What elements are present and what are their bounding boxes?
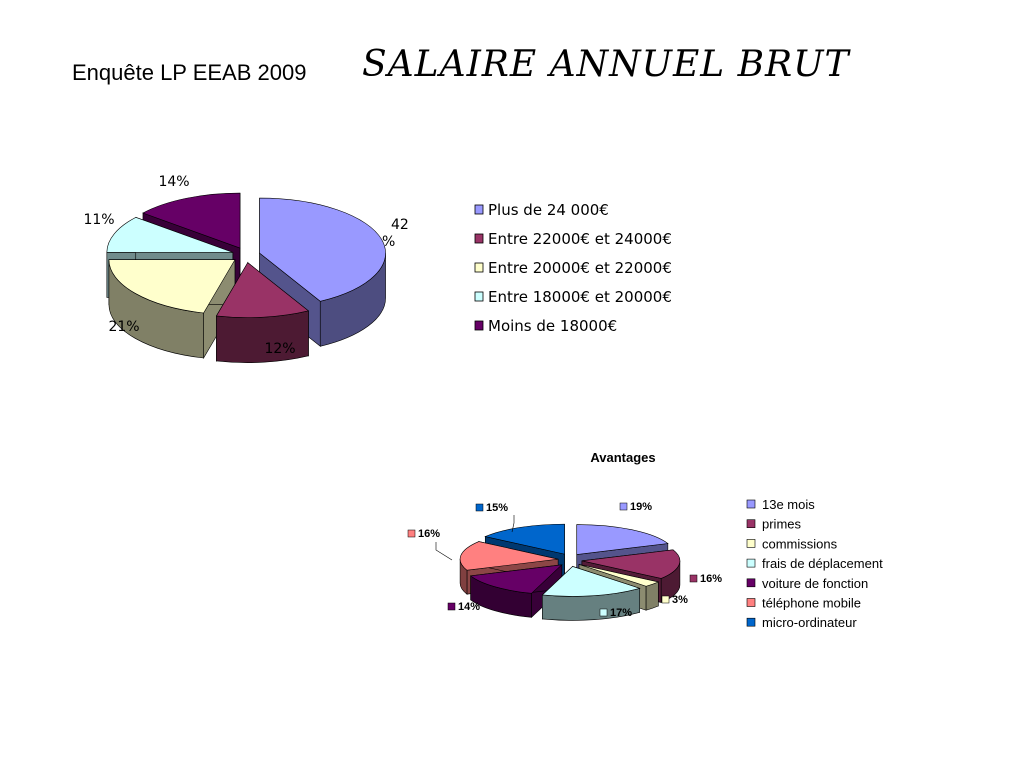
salary-legend-item-entre-20000-et-22000: Entre 20000€ et 22000€ (474, 259, 672, 277)
benefits-legend-label: 13e mois (762, 497, 815, 512)
benefits-legend: 13e mois primes commissions frais de déplac… (746, 497, 883, 630)
benefits-legend-swatch (746, 539, 756, 548)
salary-slice-entre-22000-et-24000 (215, 261, 310, 363)
salary-data-label-moins-de-18000: 14% (158, 174, 189, 190)
salary-legend: Plus de 24 000€ Entre 22000€ et 24000€ Ent… (474, 201, 672, 335)
salary-legend-swatch (474, 320, 484, 331)
benefits-data-label-voiture-de-fonction: 14% (447, 601, 480, 613)
svg-text:19%: 19% (630, 501, 652, 513)
benefits-slices (459, 523, 681, 621)
salary-legend-swatch (474, 233, 484, 244)
slide-heading: SALAIRE ANNUEL BRUT (362, 44, 850, 85)
benefits-legend-item-primes: primes (746, 517, 802, 532)
salary-legend-item-entre-22000-et-24000: Entre 22000€ et 24000€ (474, 230, 672, 248)
svg-text:3%: 3% (672, 594, 688, 606)
benefits-data-label-primes: 16% (689, 573, 722, 585)
benefits-legend-item-micro-ordinateur: micro-ordinateur (746, 615, 857, 630)
benefits-legend-swatch (746, 499, 756, 509)
svg-text:17%: 17% (610, 607, 632, 619)
svg-text:16%: 16% (700, 573, 722, 585)
salary-legend-label: Entre 22000€ et 24000€ (488, 230, 672, 248)
benefits-legend-label: primes (762, 517, 802, 532)
salary-legend-item-entre-18000-et-20000: Entre 18000€ et 20000€ (474, 288, 672, 306)
benefits-legend-label: frais de déplacement (762, 556, 883, 571)
benefits-legend-swatch (746, 558, 756, 568)
benefits-data-label-13e-mois: 19% (619, 501, 652, 513)
svg-text:16%: 16% (418, 528, 440, 540)
benefits-legend-item-voiture-de-fonction: voiture de fonction (746, 576, 868, 591)
salary-legend-swatch (474, 291, 484, 302)
salary-legend-swatch (474, 204, 484, 215)
benefits-legend-item-13e-mois: 13e mois (746, 497, 815, 512)
benefits-data-label-telephone-mobile: 16% (407, 528, 453, 561)
salary-legend-item-moins-de-18000: Moins de 18000€ (474, 317, 617, 335)
salary-data-label-entre-22000-et-24000: 12% (264, 341, 295, 357)
salary-legend-item-plus-de-24-000: Plus de 24 000€ (474, 201, 609, 219)
benefits-legend-label: téléphone mobile (762, 596, 861, 611)
benefits-slice-frais-de-deplacement (541, 565, 641, 621)
benefits-chart-title: Avantages (590, 450, 655, 465)
benefits-data-label-micro-ordinateur: 15% (475, 502, 515, 533)
svg-text:14%: 14% (458, 601, 480, 613)
salary-legend-swatch (474, 262, 484, 273)
benefits-legend-item-commissions: commissions (746, 536, 838, 551)
benefits-data-label-commissions: 3% (661, 594, 688, 606)
benefits-legend-label: voiture de fonction (762, 576, 868, 591)
slide-title: Enquête LP EEAB 2009 (72, 60, 307, 85)
benefits-legend-swatch (746, 519, 756, 529)
benefits-legend-swatch (746, 598, 756, 607)
salary-legend-label: Moins de 18000€ (488, 317, 617, 335)
benefits-legend-swatch (746, 617, 756, 627)
benefits-legend-swatch (746, 578, 756, 588)
benefits-legend-item-frais-de-deplacement: frais de déplacement (746, 556, 883, 571)
benefits-legend-item-telephone-mobile: téléphone mobile (746, 596, 861, 611)
salary-data-label-plus-de-24-000: 42% (382, 217, 409, 250)
benefits-legend-label: commissions (762, 536, 838, 551)
benefits-data-label-frais-de-deplacement: 17% (599, 607, 632, 619)
salary-data-label-entre-20000-et-22000: 21% (108, 319, 139, 335)
salary-data-label-entre-18000-et-20000: 11% (83, 212, 114, 228)
benefits-legend-label: micro-ordinateur (762, 615, 857, 630)
salary-slices (106, 192, 386, 363)
svg-text:15%: 15% (486, 502, 508, 514)
salary-legend-label: Entre 18000€ et 20000€ (488, 288, 672, 306)
salary-slice-entre-20000-et-22000 (108, 258, 236, 360)
salary-legend-label: Entre 20000€ et 22000€ (488, 259, 672, 277)
salary-legend-label: Plus de 24 000€ (488, 201, 609, 219)
